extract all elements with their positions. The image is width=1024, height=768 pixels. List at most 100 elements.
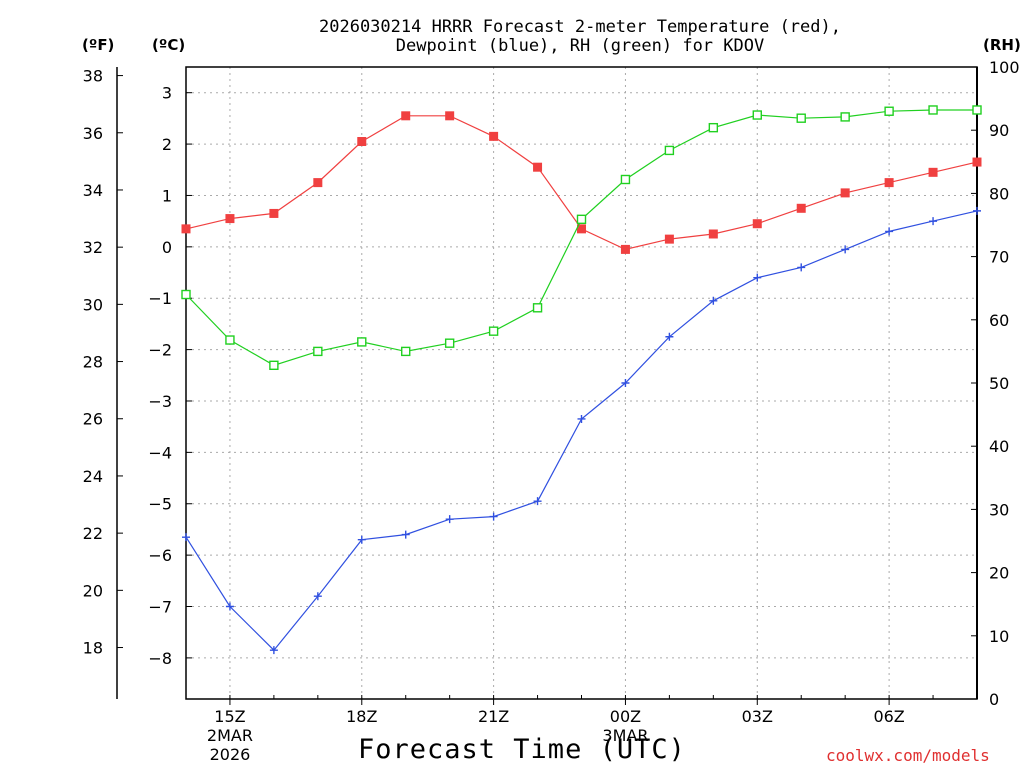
dewpoint-point [445, 515, 454, 524]
temperature-point [225, 214, 235, 224]
temperature-point [664, 234, 674, 244]
temperature-point [269, 208, 279, 218]
temperature-point [577, 224, 586, 234]
celsius-tick-label: −3 [148, 392, 172, 411]
rh-point [620, 174, 631, 185]
dewpoint-point [753, 273, 762, 282]
chart-title-line-1: 2026030214 HRRR Forecast 2-meter Tempera… [319, 17, 841, 37]
temperature-point [972, 157, 982, 167]
fahrenheit-tick-label: 38 [83, 67, 103, 86]
rh-tick-label: 50 [989, 374, 1009, 393]
rh-point [928, 105, 938, 115]
rh-point [972, 105, 982, 115]
dewpoint-point [885, 227, 894, 236]
fahrenheit-tick-label: 20 [83, 581, 103, 600]
dewpoint-point [269, 646, 278, 655]
celsius-tick-label: −5 [148, 495, 172, 514]
x-tick-label: 21Z [478, 707, 509, 726]
dewpoint-point [357, 535, 366, 544]
x-tick-label: 00Z [610, 707, 641, 726]
rh-point [796, 113, 806, 123]
celsius-tick-label: −1 [148, 289, 172, 308]
temperature-point [620, 244, 630, 254]
dewpoint-point [973, 206, 981, 215]
dewpoint-point [621, 379, 630, 387]
dewpoint-point [665, 332, 674, 341]
x-tick-label: 18Z [346, 707, 377, 726]
temperature-point [401, 111, 411, 121]
x-tick-label: 03Z [742, 707, 773, 726]
dewpoint-point [225, 602, 234, 611]
rh-tick-label: 60 [989, 311, 1009, 330]
source-credit: coolwx.com/models [826, 746, 990, 765]
rh-point [357, 337, 367, 347]
temperature-point [357, 137, 367, 147]
fahrenheit-tick-label: 18 [83, 639, 103, 658]
dewpoint-point [533, 497, 542, 506]
rh-tick-label: 10 [989, 627, 1009, 646]
x-tick-year-label: 2026 [210, 745, 251, 764]
rh-point [488, 326, 499, 336]
temperature-point [313, 178, 323, 188]
dewpoint-point [182, 533, 190, 542]
fahrenheit-tick-label: 30 [83, 295, 103, 314]
rh-point [401, 346, 411, 357]
dewpoint-point [577, 414, 586, 423]
fahrenheit-tick-label: 32 [83, 238, 103, 257]
rh-point [532, 303, 543, 313]
rh-point [313, 346, 323, 357]
fahrenheit-tick-label: 24 [83, 467, 103, 486]
dewpoint-point [313, 592, 322, 601]
x-tick-label: 06Z [873, 707, 904, 726]
fahrenheit-unit-label: (ºF) [82, 36, 115, 54]
series-layer [181, 105, 982, 655]
dewpoint-point [929, 217, 938, 226]
rh-unit-label: (RH) [983, 36, 1021, 54]
x-tick-date-label: 2MAR [207, 726, 253, 745]
rh-point [269, 360, 279, 371]
rh-tick-label: 0 [989, 690, 999, 709]
temperature-point [840, 188, 850, 198]
plot-frame [185, 66, 978, 700]
temperature-point [928, 167, 938, 177]
celsius-tick-label: 0 [162, 238, 172, 257]
celsius-unit-label: (ºC) [152, 36, 186, 54]
axes-layer: 38363432302826242220183210−1−2−3−4−5−6−7… [83, 58, 1020, 764]
x-tick-date-label: 3MAR [602, 726, 648, 745]
rh-point [708, 122, 719, 133]
celsius-tick-label: −7 [148, 598, 172, 617]
temperature-point [533, 162, 543, 172]
rh-tick-label: 100 [989, 58, 1020, 77]
temperature-point [796, 203, 806, 213]
celsius-tick-label: 2 [162, 135, 172, 154]
rh-point [444, 338, 455, 348]
grid-layer [186, 67, 977, 699]
temperature-point [884, 178, 894, 188]
rh-point [225, 335, 235, 345]
rh-point [752, 110, 762, 120]
rh-tick-label: 40 [989, 437, 1009, 456]
temperature-point [445, 111, 455, 121]
dewpoint-point [841, 245, 850, 254]
celsius-tick-label: −6 [148, 546, 172, 565]
rh-point [840, 112, 850, 122]
celsius-tick-label: 3 [162, 84, 172, 103]
fahrenheit-tick-label: 28 [83, 353, 103, 372]
celsius-tick-label: −2 [148, 341, 172, 360]
celsius-tick-label: 1 [162, 186, 172, 205]
rh-tick-label: 30 [989, 500, 1009, 519]
rh-point [664, 145, 675, 156]
chart-title: 2026030214 HRRR Forecast 2-meter Tempera… [250, 18, 910, 56]
dewpoint-point [797, 263, 806, 272]
dewpoint-point [489, 512, 498, 521]
dewpoint-series-line [185, 210, 978, 652]
dewpoint-point [709, 296, 718, 305]
temperature-point [181, 224, 191, 234]
temperature-point [752, 219, 762, 229]
fahrenheit-tick-label: 36 [83, 124, 103, 143]
temperature-point [708, 229, 718, 239]
rh-tick-label: 80 [989, 184, 1009, 203]
dewpoint-point [401, 530, 410, 539]
